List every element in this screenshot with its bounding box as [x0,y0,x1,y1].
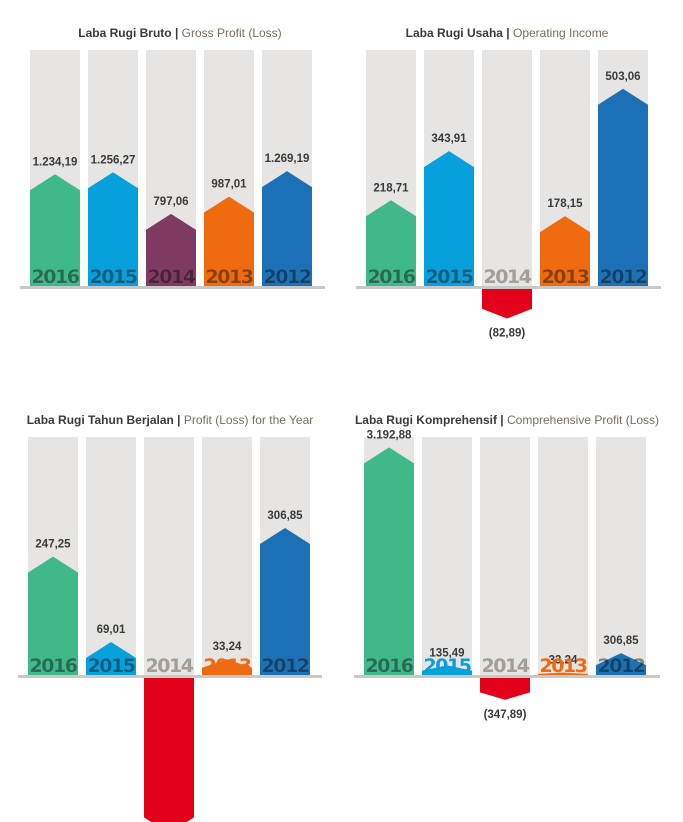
value-label-2013: 33,24 [213,641,242,653]
value-label-2015: 135,49 [429,647,464,659]
column-background [482,50,532,286]
year-label-2016: 2016 [30,655,78,677]
bar-2013 [202,659,252,675]
chart-title-en: Operating Income [513,26,609,40]
bar-2013 [540,216,590,286]
bar-2016 [366,200,416,286]
column-background [144,437,194,675]
value-label-2016: 3.192,88 [367,429,412,441]
chart-title-en: Profit (Loss) for the Year [184,413,313,427]
baseline [20,286,325,289]
chart-title: Laba Rugi Tahun Berjalan | Profit (Loss)… [27,413,314,427]
year-label-2013: 2013 [206,266,253,288]
year-label-2014: 2014 [484,266,532,288]
bar-negative-2014 [482,286,532,319]
chart-title: Laba Rugi Bruto | Gross Profit (Loss) [78,26,281,40]
chart-title-separator: | [174,413,184,427]
value-label-2012: 306,85 [603,635,639,647]
column-background [202,437,252,675]
value-label-2014: 797,06 [153,196,188,208]
chart-title-en: Comprehensive Profit (Loss) [507,413,659,427]
value-label-2012: 1.269,19 [265,153,310,165]
value-label-2015: 69,01 [97,624,126,636]
chart-title-separator: | [503,26,513,40]
year-label-2013: 2013 [542,266,589,288]
year-label-2012: 2012 [262,655,309,677]
year-label-2015: 2015 [88,655,135,677]
year-label-2016: 2016 [368,266,416,288]
year-label-2013: 2013 [204,655,251,677]
column-background [538,437,588,675]
bar-2013 [204,196,254,286]
year-label-2012: 2012 [600,266,647,288]
bar-2015 [422,665,472,675]
bar-2016 [30,174,80,286]
chart-panel-1: Laba Rugi Bruto | Gross Profit (Loss) 1.2… [20,26,325,289]
chart-title-id: Laba Rugi Bruto [78,26,171,40]
value-label-2013: 33,24 [549,655,578,667]
bar-2013 [538,672,588,675]
chart-panel-2: Laba Rugi Usaha | Operating Income 218,71… [356,26,661,339]
baseline [18,675,322,678]
bar-negative-2014 [144,675,194,822]
value-label-2013: 987,01 [211,179,247,191]
bar-2015 [86,641,136,675]
year-label-2016: 2016 [32,266,80,288]
bar-2016 [28,556,78,675]
year-label-2013: 2013 [540,655,587,677]
year-label-2016: 2016 [366,655,414,677]
baseline [354,675,660,678]
year-label-2014: 2014 [148,266,196,288]
chart-title-separator: | [497,413,507,427]
chart-title: Laba Rugi Komprehensif | Comprehensive P… [355,413,659,427]
year-label-2012: 2012 [264,266,311,288]
column-background [596,437,646,675]
baseline [356,286,661,289]
column-background [86,437,136,675]
chart-title-en: Gross Profit (Loss) [182,26,282,40]
chart-title: Laba Rugi Usaha | Operating Income [406,26,609,40]
value-label-2012: 503,06 [605,71,640,83]
chart-panel-4: Laba Rugi Komprehensif | Comprehensive P… [354,413,660,721]
bar-2016 [364,447,414,675]
column-background [480,437,530,675]
bar-2015 [424,151,474,286]
year-label-2015: 2015 [90,266,137,288]
bar-2012 [598,88,648,287]
year-label-2014: 2014 [482,655,530,677]
year-label-2015: 2015 [426,266,473,288]
value-label-2013: 178,15 [547,198,583,210]
value-label-2016: 247,25 [35,539,71,551]
value-label-2015: 1.256,27 [91,154,136,166]
bar-2014 [146,213,196,286]
chart-title-id: Laba Rugi Usaha [406,26,504,40]
value-label-2012: 306,85 [267,510,303,522]
year-label-2012: 2012 [598,655,645,677]
value-label-2014: (347,89) [484,709,527,721]
value-label-2016: 1.234,19 [33,156,78,168]
value-label-2014: (82,89) [489,327,526,339]
year-label-2014: 2014 [146,655,194,677]
bar-2012 [596,653,646,675]
year-label-2015: 2015 [424,655,471,677]
chart-title-id: Laba Rugi Komprehensif [355,413,498,427]
chart-title-id: Laba Rugi Tahun Berjalan [27,413,174,427]
bar-2015 [88,172,138,286]
column-background [422,437,472,675]
chart-title-separator: | [172,26,182,40]
chart-panel-3: Laba Rugi Tahun Berjalan | Profit (Loss)… [18,413,322,822]
value-label-2016: 218,71 [373,182,409,194]
bar-negative-2014 [480,675,530,700]
bar-2012 [260,528,310,675]
value-label-2015: 343,91 [431,133,467,145]
bar-2012 [262,171,312,286]
